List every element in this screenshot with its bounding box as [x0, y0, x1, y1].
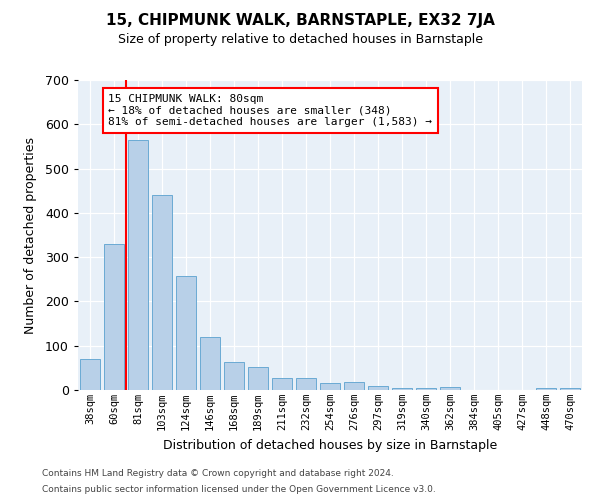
Y-axis label: Number of detached properties: Number of detached properties [23, 136, 37, 334]
Text: 15, CHIPMUNK WALK, BARNSTAPLE, EX32 7JA: 15, CHIPMUNK WALK, BARNSTAPLE, EX32 7JA [106, 12, 494, 28]
Bar [272, 378, 292, 390]
Bar [248, 367, 268, 390]
Text: Size of property relative to detached houses in Barnstaple: Size of property relative to detached ho… [118, 32, 482, 46]
Bar [296, 378, 316, 390]
Text: Contains HM Land Registry data © Crown copyright and database right 2024.: Contains HM Land Registry data © Crown c… [42, 468, 394, 477]
Bar [392, 388, 412, 390]
Bar [440, 387, 460, 390]
Bar [560, 388, 580, 390]
Bar [104, 244, 124, 390]
Bar [200, 337, 220, 390]
Bar [176, 276, 196, 390]
Bar [416, 388, 436, 390]
Bar [368, 386, 388, 390]
Bar [152, 195, 172, 390]
Bar [320, 384, 340, 390]
Bar [128, 140, 148, 390]
Text: 15 CHIPMUNK WALK: 80sqm
← 18% of detached houses are smaller (348)
81% of semi-d: 15 CHIPMUNK WALK: 80sqm ← 18% of detache… [108, 94, 432, 127]
Bar [536, 388, 556, 390]
Text: Contains public sector information licensed under the Open Government Licence v3: Contains public sector information licen… [42, 485, 436, 494]
Bar [344, 382, 364, 390]
X-axis label: Distribution of detached houses by size in Barnstaple: Distribution of detached houses by size … [163, 438, 497, 452]
Bar [224, 362, 244, 390]
Bar [80, 359, 100, 390]
